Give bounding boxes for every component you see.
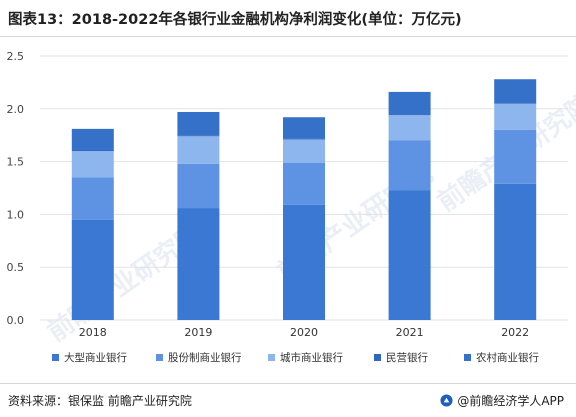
- bar-segment: [388, 115, 431, 141]
- bar-segment: [177, 208, 220, 320]
- x-tick-label: 2018: [79, 326, 107, 339]
- bar-segment: [283, 138, 325, 140]
- x-tick-label: 2019: [184, 326, 212, 339]
- y-tick-label: 1.0: [7, 208, 25, 221]
- bar-segment: [388, 114, 431, 116]
- legend-item: 股份制商业银行: [156, 350, 242, 365]
- bar-segment: [177, 136, 220, 164]
- bar-segment: [494, 183, 537, 320]
- bar-segment: [71, 177, 114, 220]
- legend-item: 城市商业银行: [268, 350, 343, 365]
- brand-text: @前瞻经济学人APP: [457, 394, 564, 408]
- bar-segment: [494, 79, 537, 103]
- legend-label: 农村商业银行: [476, 352, 539, 364]
- bottom-divider: [0, 383, 576, 384]
- bar-segment: [283, 162, 325, 205]
- legend-label: 城市商业银行: [280, 352, 343, 364]
- x-tick-label: 2022: [501, 326, 529, 339]
- footer: 资料来源：银保监 前瞻产业研究院 @前瞻经济学人APP: [0, 384, 576, 417]
- legend-item: 农村商业银行: [464, 350, 539, 365]
- top-divider: [0, 36, 576, 37]
- bar-segment: [71, 219, 114, 320]
- y-tick-label: 1.5: [7, 156, 25, 169]
- brand: @前瞻经济学人APP: [440, 392, 564, 409]
- brand-logo-icon: [440, 394, 453, 407]
- legend-label: 民营银行: [386, 352, 428, 364]
- bar-segment: [71, 151, 114, 178]
- bar-segment: [388, 140, 431, 191]
- x-tick-label: 2021: [396, 326, 424, 339]
- bar-segment: [177, 163, 220, 209]
- chart-area: 0.00.51.01.52.02.5前瞻产业研究院前瞻产业研究院前瞻产业研究院2…: [7, 50, 576, 348]
- y-tick-label: 0.0: [7, 314, 25, 327]
- legend-label: 大型商业银行: [64, 352, 127, 364]
- bar-segment: [283, 139, 325, 163]
- bar-segment: [494, 102, 537, 104]
- legend-item: 大型商业银行: [52, 350, 127, 365]
- bar-segment: [177, 135, 220, 137]
- legend: 大型商业银行 股份制商业银行 城市商业银行 民营银行 农村商业银行: [52, 350, 572, 366]
- source-text: 资料来源：银保监 前瞻产业研究院: [8, 394, 192, 408]
- x-tick-label: 2020: [290, 326, 318, 339]
- bar-segment: [71, 128, 114, 150]
- title-bar: 图表13：2018-2022年各银行业金融机构净利润变化(单位：万亿元): [0, 0, 576, 38]
- chart-title: 图表13：2018-2022年各银行业金融机构净利润变化(单位：万亿元): [8, 12, 462, 28]
- y-tick-label: 0.5: [7, 261, 25, 274]
- bar-segment: [494, 103, 537, 130]
- bar-segment: [71, 149, 114, 152]
- bar-segment: [283, 117, 325, 139]
- legend-swatch: [464, 354, 471, 361]
- legend-swatch: [156, 354, 163, 361]
- bar-segment: [177, 111, 220, 136]
- y-tick-label: 2.0: [7, 103, 25, 116]
- bar-segment: [283, 204, 325, 320]
- bar-segment: [388, 91, 431, 115]
- legend-swatch: [268, 354, 275, 361]
- legend-swatch: [374, 354, 381, 361]
- legend-swatch: [52, 354, 59, 361]
- legend-item: 民营银行: [374, 350, 428, 365]
- y-tick-label: 2.5: [7, 50, 25, 63]
- legend-label: 股份制商业银行: [168, 352, 242, 364]
- bar-segment: [388, 190, 431, 320]
- bar-segment: [494, 129, 537, 184]
